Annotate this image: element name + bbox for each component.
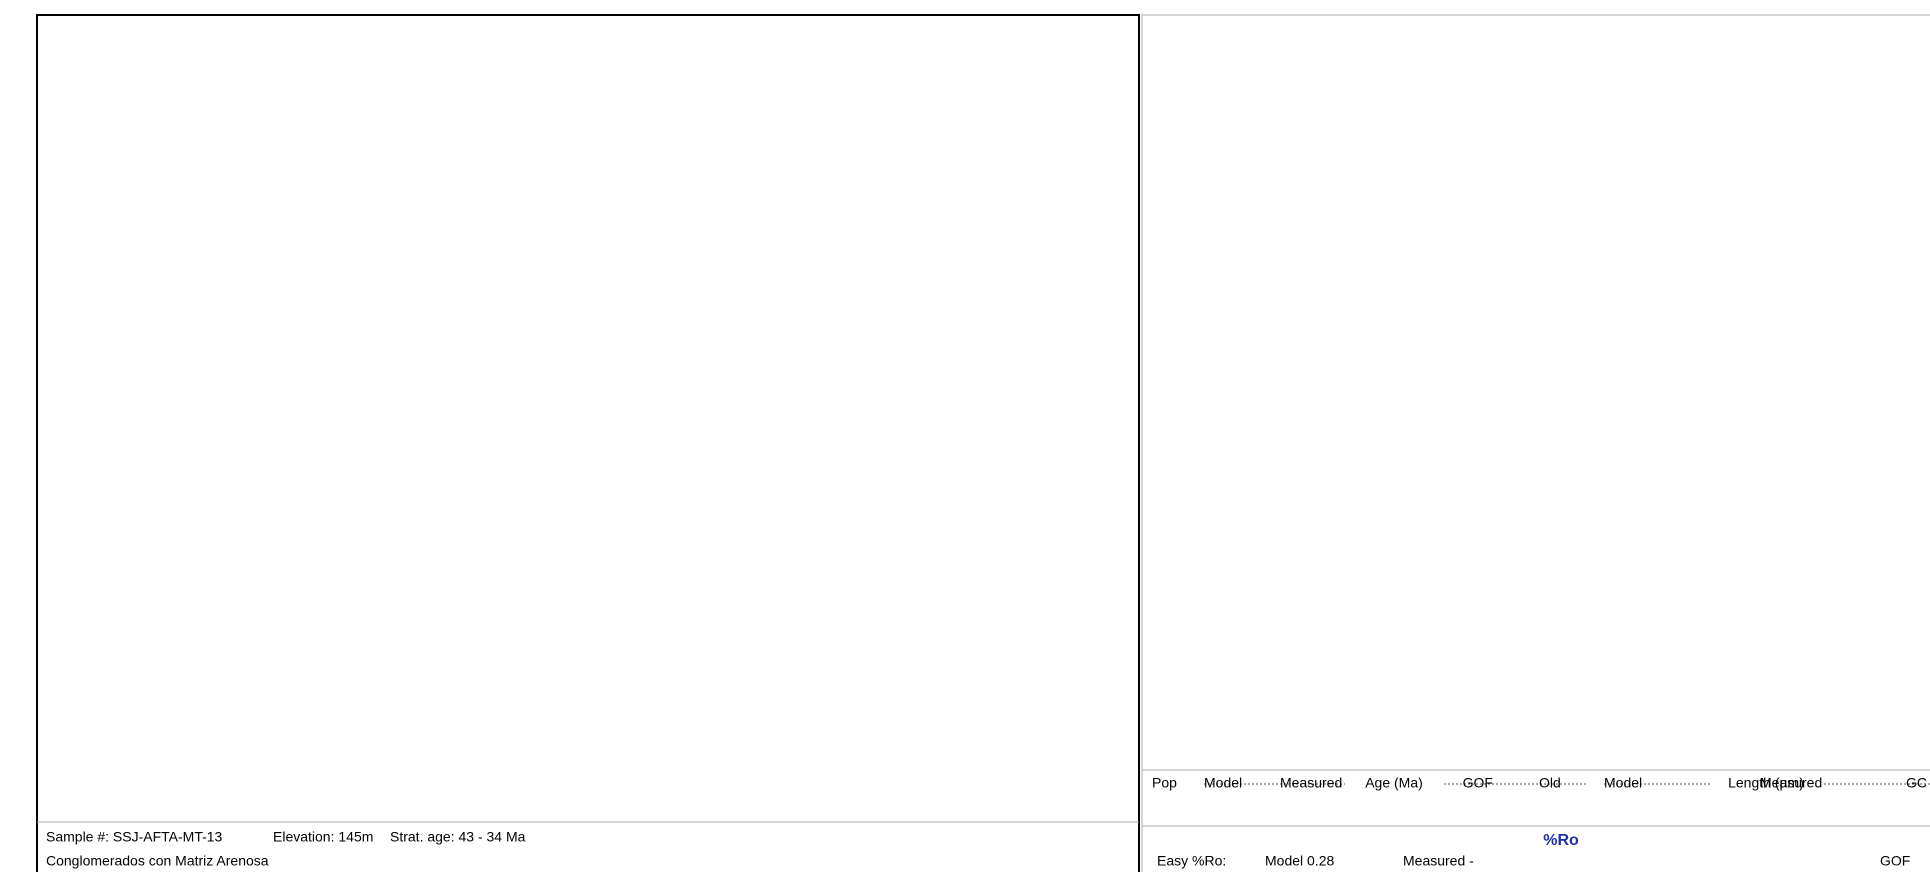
table-header: Measured [1760,775,1822,791]
table-header: GC [1906,775,1927,791]
group-bg [1345,776,1443,792]
group-label: Age (Ma) [1365,775,1423,791]
right-panel [1141,14,1930,872]
elevation: Elevation: 145m [273,829,373,845]
left-panel [36,14,1140,872]
ro-gof: GOF [1880,853,1910,869]
table-header: GOF [1463,775,1493,791]
table-header: Model [1204,775,1242,791]
group-label: Length (µm) [1728,775,1804,791]
ro-measured: Measured - [1403,853,1474,869]
table-header: Model [1604,775,1642,791]
table-header: Pop [1152,775,1177,791]
strat-age: Strat. age: 43 - 34 Ma [390,829,526,845]
ro-label: Easy %Ro: [1157,853,1226,869]
group-bg [1710,776,1822,792]
table-header: Measured [1280,775,1342,791]
ro-title: %Ro [1543,832,1579,849]
sample: Sample #: SSJ-AFTA-MT-13 [46,829,223,845]
table-header: Old [1539,775,1561,791]
ro-model: Model 0.28 [1265,853,1334,869]
lithology: Conglomerados con Matriz Arenosa [46,853,269,869]
